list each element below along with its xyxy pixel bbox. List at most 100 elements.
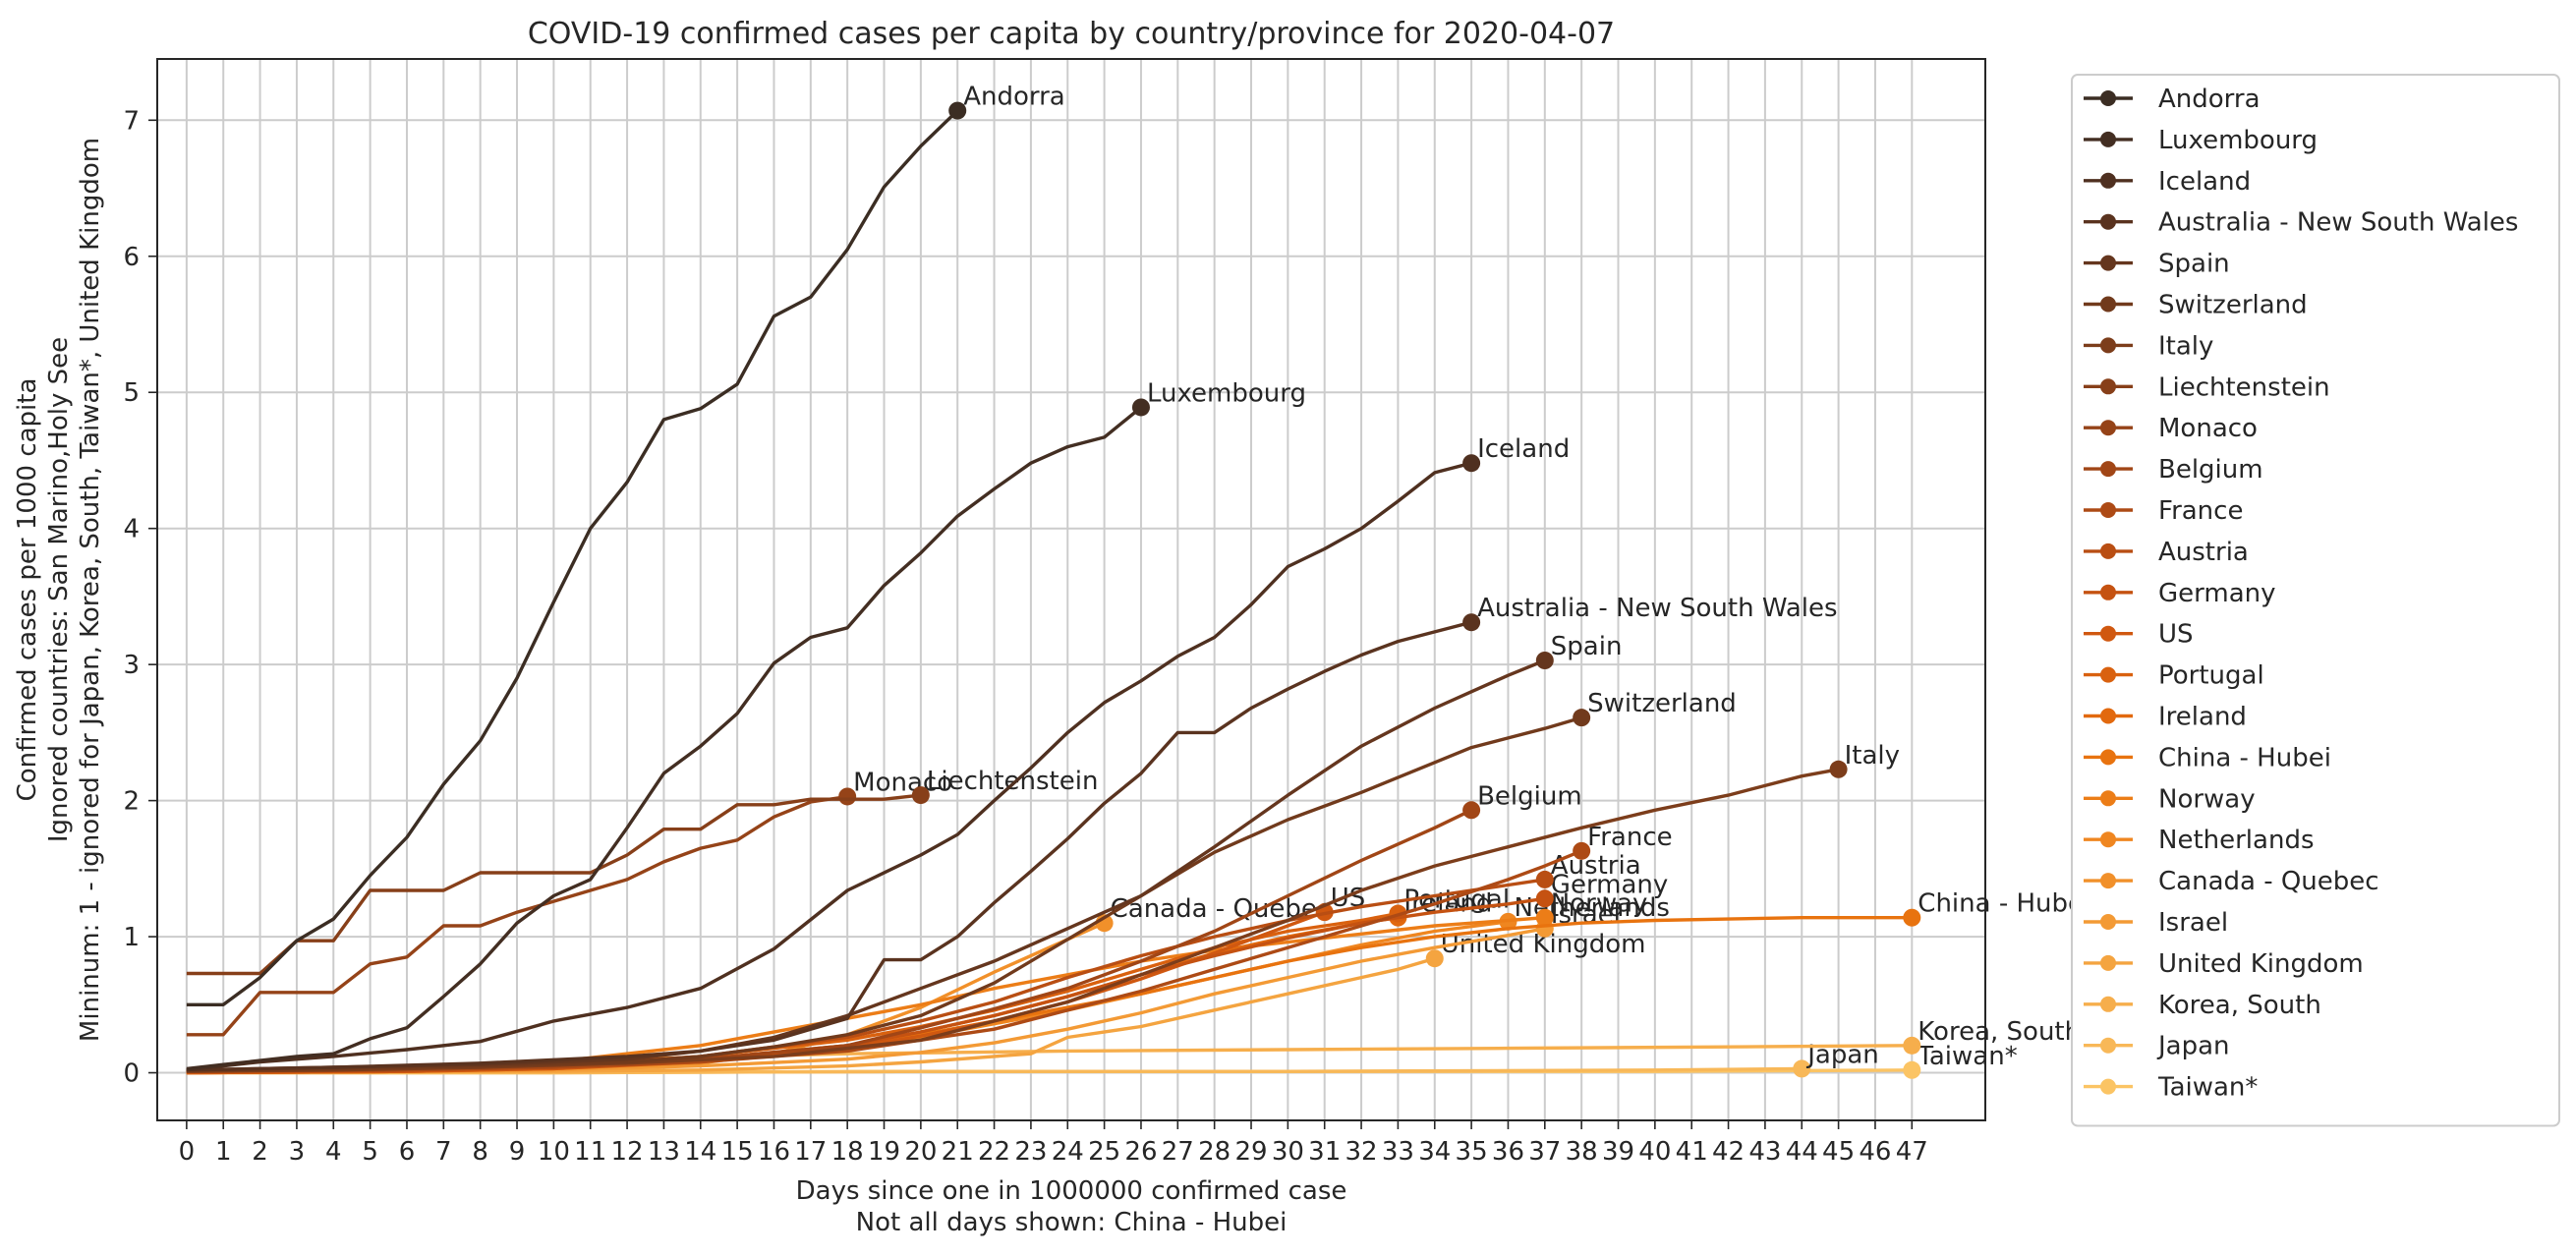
legend-marker	[2100, 543, 2116, 559]
series-end-point	[1535, 870, 1554, 888]
series-end-point	[1903, 1060, 1921, 1079]
x-tick-label: 32	[1345, 1137, 1378, 1167]
legend-label: Iceland	[2158, 167, 2251, 197]
legend-label: Australia - New South Wales	[2158, 208, 2518, 238]
x-tick-label: 18	[831, 1137, 864, 1167]
x-tick-label: 23	[1014, 1137, 1047, 1167]
legend-label: United Kingdom	[2158, 949, 2364, 979]
x-axis-label: Days since one in 1000000 confirmed case	[796, 1176, 1347, 1206]
x-tick-label: 27	[1162, 1137, 1194, 1167]
legend-marker	[2100, 337, 2116, 354]
legend-marker	[2100, 420, 2116, 436]
y-tick-label: 0	[123, 1059, 140, 1089]
x-tick-label: 36	[1492, 1137, 1524, 1167]
x-tick-label: 39	[1602, 1137, 1634, 1167]
x-tick-label: 0	[179, 1137, 196, 1167]
series-end-label: Germany	[1551, 870, 1669, 899]
y-tick-label: 1	[123, 923, 140, 952]
series-end-point	[1573, 709, 1591, 727]
series-line	[186, 927, 1546, 1075]
y-tick-label: 7	[123, 106, 140, 136]
legend-marker	[2100, 584, 2116, 600]
legend-marker	[2100, 831, 2116, 848]
legend-marker	[2100, 996, 2116, 1012]
y-tick-label: 3	[123, 651, 140, 680]
legend-label: US	[2158, 620, 2194, 650]
y-tick-label: 4	[123, 515, 140, 544]
x-tick-label: 5	[362, 1137, 378, 1167]
series-line	[186, 461, 1472, 1072]
series-line	[186, 109, 959, 1006]
series-end-point	[1425, 949, 1444, 968]
y-axis-label: Mininum: 1 - ignored for Japan, Korea, S…	[76, 138, 105, 1042]
legend-marker	[2100, 296, 2116, 313]
legend-label: Liechtenstein	[2158, 372, 2330, 402]
series-end-label: China - Hubei	[1918, 889, 2090, 919]
legend-label: France	[2158, 496, 2243, 526]
series-end-point	[1462, 613, 1481, 632]
series-end-point	[1462, 454, 1481, 473]
series-end-point	[1793, 1059, 1811, 1078]
series-end-label: Taiwan*	[1917, 1042, 2017, 1071]
legend-marker	[2100, 172, 2116, 189]
legend-label: Netherlands	[2158, 826, 2315, 855]
legend-marker	[2100, 1037, 2116, 1054]
legend-marker	[2100, 666, 2116, 683]
legend: Andorra Luxembourg Iceland Australia - New …	[2071, 74, 2560, 1127]
legend-marker	[2100, 749, 2116, 766]
x-tick-label: 8	[472, 1137, 488, 1167]
legend-label: Spain	[2158, 250, 2230, 279]
x-tick-label: 3	[289, 1137, 306, 1167]
series-end-point	[1903, 1036, 1921, 1055]
x-tick-label: 17	[794, 1137, 827, 1167]
series-end-label: Iceland	[1477, 434, 1570, 464]
x-tick-label: 31	[1308, 1137, 1341, 1167]
x-tick-label: 12	[611, 1137, 644, 1167]
legend-label: Portugal	[2158, 661, 2264, 691]
x-tick-label: 21	[942, 1137, 974, 1167]
series-end-label: Italy	[1845, 741, 1900, 771]
x-tick-label: 10	[538, 1137, 570, 1167]
y-axis-label: Confirmed cases per 1000 capita	[13, 378, 42, 802]
y-tick-label: 6	[123, 243, 140, 272]
legend-label: Norway	[2158, 784, 2256, 814]
x-tick-label: 15	[721, 1137, 754, 1167]
series-line	[186, 406, 1143, 1071]
x-tick-label: 9	[509, 1137, 526, 1167]
series-line	[186, 715, 1582, 1072]
legend-label: Austria	[2158, 538, 2249, 567]
series-line	[186, 956, 1436, 1075]
legend-marker	[2100, 461, 2116, 478]
legend-marker	[2100, 954, 2116, 971]
x-tick-label: 43	[1748, 1137, 1781, 1167]
x-tick-label: 26	[1124, 1137, 1157, 1167]
series-end-point	[1535, 652, 1554, 669]
legend-marker	[2100, 708, 2116, 724]
series-line	[186, 793, 922, 976]
x-tick-label: 6	[399, 1137, 416, 1167]
x-tick-label: 24	[1052, 1137, 1084, 1167]
legend-marker	[2100, 213, 2116, 230]
series-end-point	[1535, 889, 1554, 908]
legend-label: China - Hubei	[2158, 743, 2331, 772]
legend-marker	[2100, 914, 2116, 930]
legend-marker	[2100, 90, 2116, 106]
x-tick-label: 30	[1272, 1137, 1304, 1167]
series-end-point	[1903, 908, 1921, 927]
series-end-point	[948, 101, 967, 120]
legend-label: Ireland	[2158, 703, 2247, 732]
legend-label: Israel	[2158, 908, 2228, 938]
legend-label: Taiwan*	[2157, 1073, 2258, 1103]
series-end-point	[1131, 398, 1150, 417]
x-tick-label: 11	[574, 1137, 606, 1167]
x-tick-label: 42	[1712, 1137, 1745, 1167]
x-tick-label: 7	[435, 1137, 452, 1167]
legend-label: Luxembourg	[2158, 126, 2318, 155]
series-end-label: Belgium	[1477, 781, 1582, 811]
plot-area: 0 1 2 3 4 5 6 7 8 9 10 11 12 13 14 15 16 17 18 19 20 21 22 23 24…	[13, 58, 2090, 1237]
legend-marker	[2100, 502, 2116, 518]
series-end-label: Monaco	[853, 768, 952, 797]
x-tick-label: 22	[978, 1137, 1010, 1167]
legend-label: Monaco	[2158, 414, 2258, 443]
x-tick-label: 2	[252, 1137, 268, 1167]
